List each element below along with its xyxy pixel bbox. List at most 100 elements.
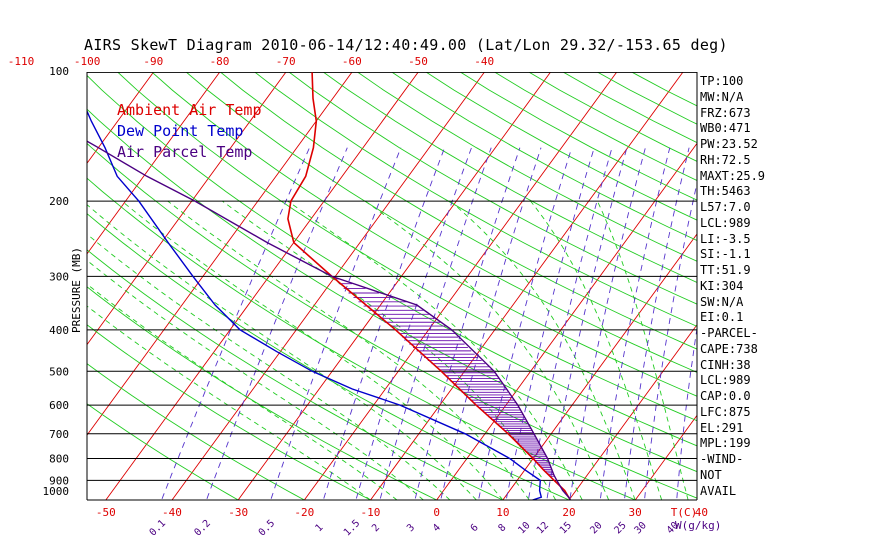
index-entry: MAXT:25.9 bbox=[700, 168, 766, 183]
bottom-temp-tick-label: -10 bbox=[361, 506, 381, 519]
isotherm-line bbox=[502, 233, 697, 500]
index-entry: LCL:989 bbox=[700, 215, 751, 230]
isotherm-line bbox=[303, 72, 618, 500]
isotherm-line bbox=[568, 323, 697, 500]
dry-adiabat-line bbox=[87, 403, 240, 500]
top-temp-tick-label: -110 bbox=[8, 55, 35, 68]
mixing-ratio-label: 1 bbox=[314, 522, 326, 534]
legend-entry: Dew Point Temp bbox=[117, 122, 243, 140]
index-entry: -PARCEL- bbox=[700, 326, 758, 340]
dry-adiabat-line bbox=[288, 72, 697, 305]
index-entry: TP:100 bbox=[700, 74, 744, 88]
plot-area bbox=[0, 53, 870, 509]
isotherm-line bbox=[436, 142, 697, 500]
isotherm-line bbox=[369, 72, 684, 500]
isotherm-line bbox=[827, 53, 870, 509]
bottom-temp-tick-label: -20 bbox=[294, 506, 314, 519]
index-entry: SW:N/A bbox=[700, 294, 744, 309]
dewpoint-line bbox=[87, 109, 543, 500]
dry-adiabat-line bbox=[87, 213, 571, 500]
dry-adiabat-line bbox=[356, 72, 697, 262]
index-entry: L57:7.0 bbox=[700, 200, 751, 214]
index-entry: CAPE:738 bbox=[700, 341, 758, 356]
top-temp-tick-label: -60 bbox=[342, 55, 362, 68]
mixing-ratio-label: 4 bbox=[431, 522, 443, 534]
cape-hatching bbox=[334, 278, 555, 477]
mixing-ratio-line bbox=[569, 147, 646, 500]
mixing-ratio-line bbox=[644, 181, 697, 500]
isotherm-line bbox=[0, 53, 35, 509]
dry-adiabat-line bbox=[87, 324, 372, 500]
mixing-ratio-line bbox=[270, 147, 402, 500]
dry-adiabat-line bbox=[87, 74, 697, 447]
index-entry: EI:0.1 bbox=[700, 310, 744, 325]
index-entry: EL:291 bbox=[700, 420, 744, 435]
index-entry: SI:-1.1 bbox=[700, 247, 751, 262]
bottom-temp-tick-label: 10 bbox=[496, 506, 509, 519]
mixing-ratio-label: 0.2 bbox=[192, 518, 213, 539]
ambient-temp-line bbox=[287, 72, 571, 500]
index-entry: CAP:0.0 bbox=[700, 389, 751, 403]
index-entry: PW:23.52 bbox=[700, 137, 758, 151]
mixing-ratio-label: 2 bbox=[370, 522, 382, 534]
mixing-ratio-label: 6 bbox=[469, 522, 481, 534]
mixing-ratio-label: 15 bbox=[558, 520, 574, 536]
pressure-tick-label: 600 bbox=[49, 399, 69, 412]
index-entry: MW:N/A bbox=[700, 89, 744, 104]
index-entry: MPL:199 bbox=[700, 436, 751, 451]
isotherm-line bbox=[171, 72, 486, 500]
index-entry: -WIND- bbox=[700, 452, 744, 466]
mixing-ratio-label: 1.5 bbox=[342, 518, 363, 539]
mixing-ratio-label: 3 bbox=[405, 522, 417, 534]
pressure-tick-label: 200 bbox=[49, 195, 69, 208]
index-entry: LI:-3.5 bbox=[700, 231, 751, 246]
dry-adiabat-line bbox=[425, 72, 697, 221]
mixing-ratio-line bbox=[355, 147, 472, 500]
pressure-tick-label: 500 bbox=[49, 365, 69, 378]
index-entry: LFC:875 bbox=[700, 404, 751, 419]
index-entry: NOT bbox=[700, 467, 722, 482]
legend-entry: Ambient Air Temp bbox=[117, 101, 262, 119]
index-entry: TT:51.9 bbox=[700, 263, 751, 277]
pressure-tick-label: 900 bbox=[49, 474, 69, 487]
moist-adiabat-line bbox=[87, 233, 451, 500]
mixing-ratio-label: 12 bbox=[535, 520, 551, 536]
mixing-ratio-line bbox=[546, 147, 628, 500]
index-entry: AVAIL bbox=[700, 483, 737, 498]
moist-adiabat-line bbox=[364, 200, 610, 500]
temp-unit-label: T(C) bbox=[671, 506, 698, 519]
index-entry: LCL:989 bbox=[700, 373, 751, 388]
mixing-ratio-label: 0.5 bbox=[257, 518, 278, 539]
top-temp-tick-label: -80 bbox=[210, 55, 230, 68]
isotherm-line bbox=[87, 72, 353, 436]
top-temp-tick-label: -90 bbox=[143, 55, 163, 68]
parcel-temp-line bbox=[87, 140, 571, 500]
top-temp-tick-label: -40 bbox=[474, 55, 494, 68]
pressure-tick-label: 400 bbox=[49, 324, 69, 337]
dry-adiabat-line bbox=[219, 72, 697, 350]
bottom-temp-tick-label: 0 bbox=[433, 506, 440, 519]
legend-entry: Air Parcel Temp bbox=[117, 143, 252, 161]
bottom-temp-tick-label: 40 bbox=[695, 506, 708, 519]
chart-title: AIRS SkewT Diagram 2010-06-14/12:40:49.0… bbox=[84, 36, 728, 54]
mixing-ratio-label: 0.1 bbox=[148, 518, 169, 539]
dry-adiabat-line bbox=[87, 363, 306, 500]
moist-adiabat-line bbox=[596, 200, 689, 500]
mixing-ratio-label: 8 bbox=[496, 522, 508, 534]
index-entry: CINH:38 bbox=[700, 357, 751, 372]
y-axis-label: PRESSURE (MB) bbox=[70, 247, 83, 333]
dry-adiabat-line bbox=[253, 72, 697, 327]
dry-adiabat-line bbox=[459, 72, 697, 201]
mixing-ratio-label: 25 bbox=[612, 520, 628, 536]
pressure-tick-label: 100 bbox=[49, 65, 69, 78]
dry-adiabat-line bbox=[151, 72, 697, 397]
pressure-tick-label: 800 bbox=[49, 453, 69, 466]
index-entry: TH:5463 bbox=[700, 184, 751, 199]
mixing-ratio-label: 10 bbox=[516, 520, 532, 536]
bottom-temp-tick-label: 30 bbox=[629, 506, 642, 519]
index-entry: KI:304 bbox=[700, 278, 744, 293]
top-temp-tick-label: -70 bbox=[276, 55, 296, 68]
dry-adiabat-line bbox=[87, 177, 637, 500]
moist-adiabat-line bbox=[87, 259, 424, 500]
